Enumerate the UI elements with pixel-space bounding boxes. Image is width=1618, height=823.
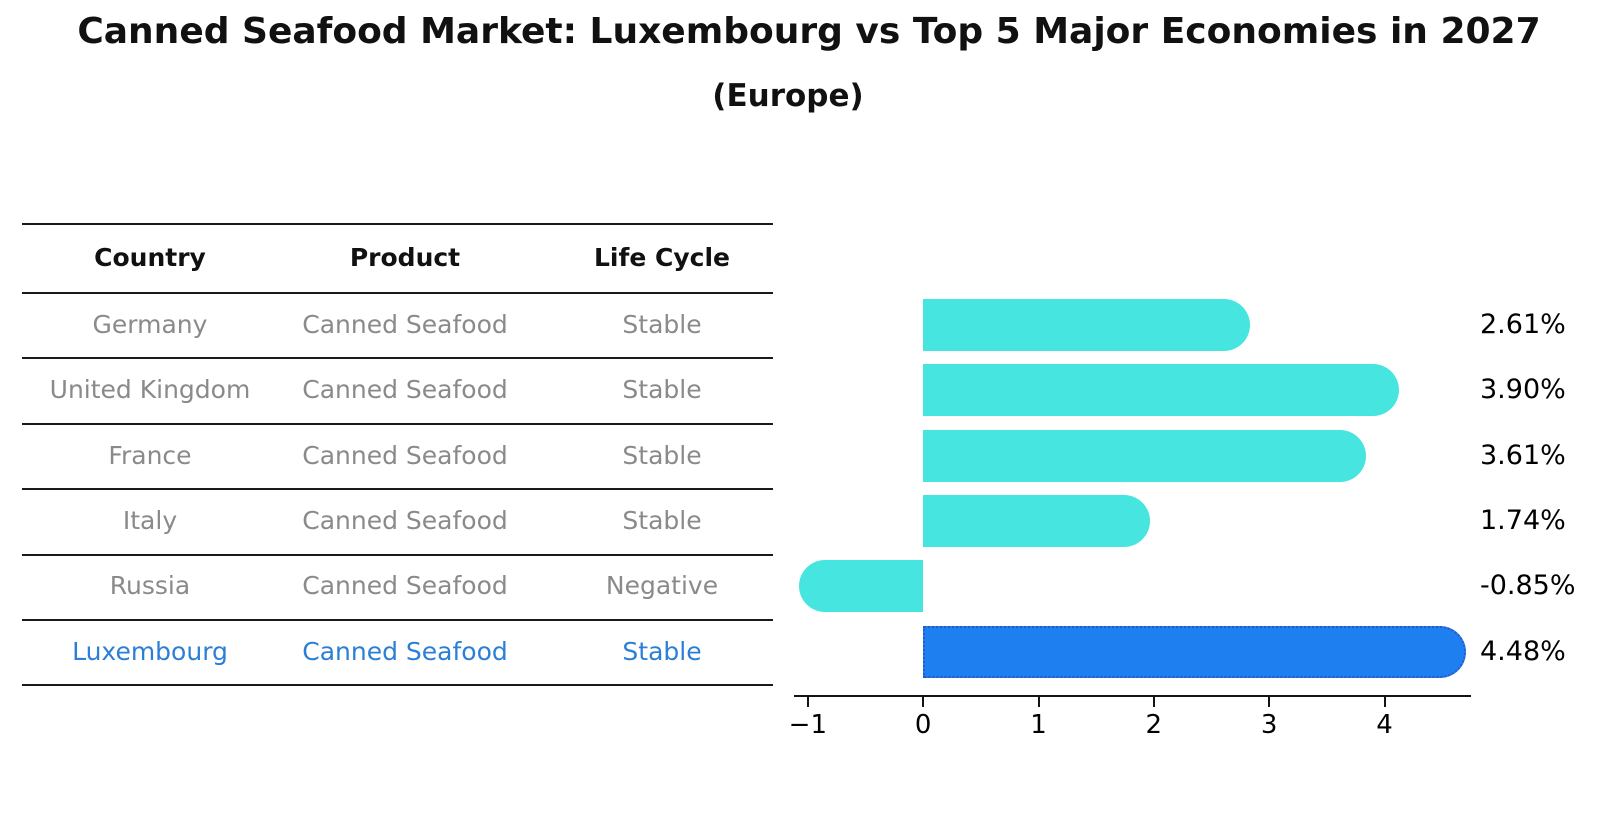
- table-divider: [22, 223, 773, 225]
- cell-country: France: [108, 440, 192, 470]
- cell-product: Canned Seafood: [302, 636, 508, 666]
- value-label: 3.61%: [1480, 439, 1566, 471]
- cell-life-cycle: Stable: [622, 505, 702, 535]
- cell-country: Germany: [92, 310, 208, 339]
- column-header-life-cycle: Life Cycle: [593, 243, 731, 272]
- x-tick-label: 2: [1145, 710, 1163, 740]
- table-divider: [22, 423, 773, 425]
- cell-country: Italy: [122, 505, 178, 535]
- x-tick: [922, 697, 925, 707]
- column-header-product: Product: [349, 243, 461, 272]
- cell-life-cycle: Stable: [622, 375, 702, 405]
- chart-title: Canned Seafood Market: Luxembourg vs Top…: [77, 11, 1541, 52]
- cell-life-cycle: Negative: [605, 571, 719, 601]
- table-divider: [22, 357, 773, 359]
- x-tick-label: 3: [1260, 710, 1278, 740]
- bar: [923, 364, 1399, 417]
- table-row: France Canned Seafood Stable: [0, 424, 800, 488]
- column-header-country: Country: [94, 243, 206, 272]
- value-label: 3.90%: [1480, 374, 1566, 406]
- cell-product: Canned Seafood: [302, 375, 508, 405]
- cell-country: Luxembourg: [72, 636, 228, 666]
- bar: [923, 494, 1150, 547]
- x-tick: [806, 697, 809, 707]
- x-tick: [1152, 697, 1155, 707]
- table-divider: [22, 292, 773, 294]
- cell-country: Russia: [109, 571, 191, 601]
- bar: [923, 299, 1251, 351]
- table-divider: [22, 488, 773, 490]
- table-row: Italy Canned Seafood Stable: [0, 489, 800, 553]
- value-label: 2.61%: [1480, 309, 1566, 340]
- bar: [799, 560, 924, 613]
- cell-product: Canned Seafood: [302, 440, 508, 470]
- bar: [923, 625, 1466, 678]
- table-row: Luxembourg Canned Seafood Stable: [0, 620, 800, 684]
- table-divider: [22, 619, 773, 621]
- table-row: Russia Canned Seafood Negative: [0, 554, 800, 618]
- cell-life-cycle: Stable: [622, 310, 702, 339]
- x-axis-line: [794, 695, 1471, 697]
- table-row: United Kingdom Canned Seafood Stable: [0, 358, 800, 422]
- cell-product: Canned Seafood: [302, 571, 508, 601]
- x-tick-label: 4: [1376, 710, 1393, 740]
- x-tick: [1383, 697, 1386, 707]
- cell-country: United Kingdom: [49, 375, 251, 405]
- x-tick-label: 0: [914, 710, 932, 740]
- value-label: -0.85%: [1480, 570, 1576, 602]
- chart-subtitle: (Europe): [712, 78, 864, 114]
- table-divider: [22, 554, 773, 556]
- cell-life-cycle: Stable: [622, 636, 702, 666]
- bar: [923, 429, 1366, 482]
- table-divider: [22, 684, 773, 686]
- x-tick: [1268, 697, 1271, 707]
- x-tick: [1037, 697, 1040, 707]
- value-label: 4.48%: [1480, 635, 1566, 667]
- x-tick-label: −1: [788, 710, 827, 740]
- cell-life-cycle: Stable: [622, 440, 702, 470]
- cell-product: Canned Seafood: [302, 505, 508, 535]
- table-row: Germany Canned Seafood Stable: [0, 293, 800, 357]
- x-tick-label: 1: [1030, 710, 1047, 740]
- value-label: 1.74%: [1480, 504, 1566, 536]
- cell-product: Canned Seafood: [302, 310, 508, 339]
